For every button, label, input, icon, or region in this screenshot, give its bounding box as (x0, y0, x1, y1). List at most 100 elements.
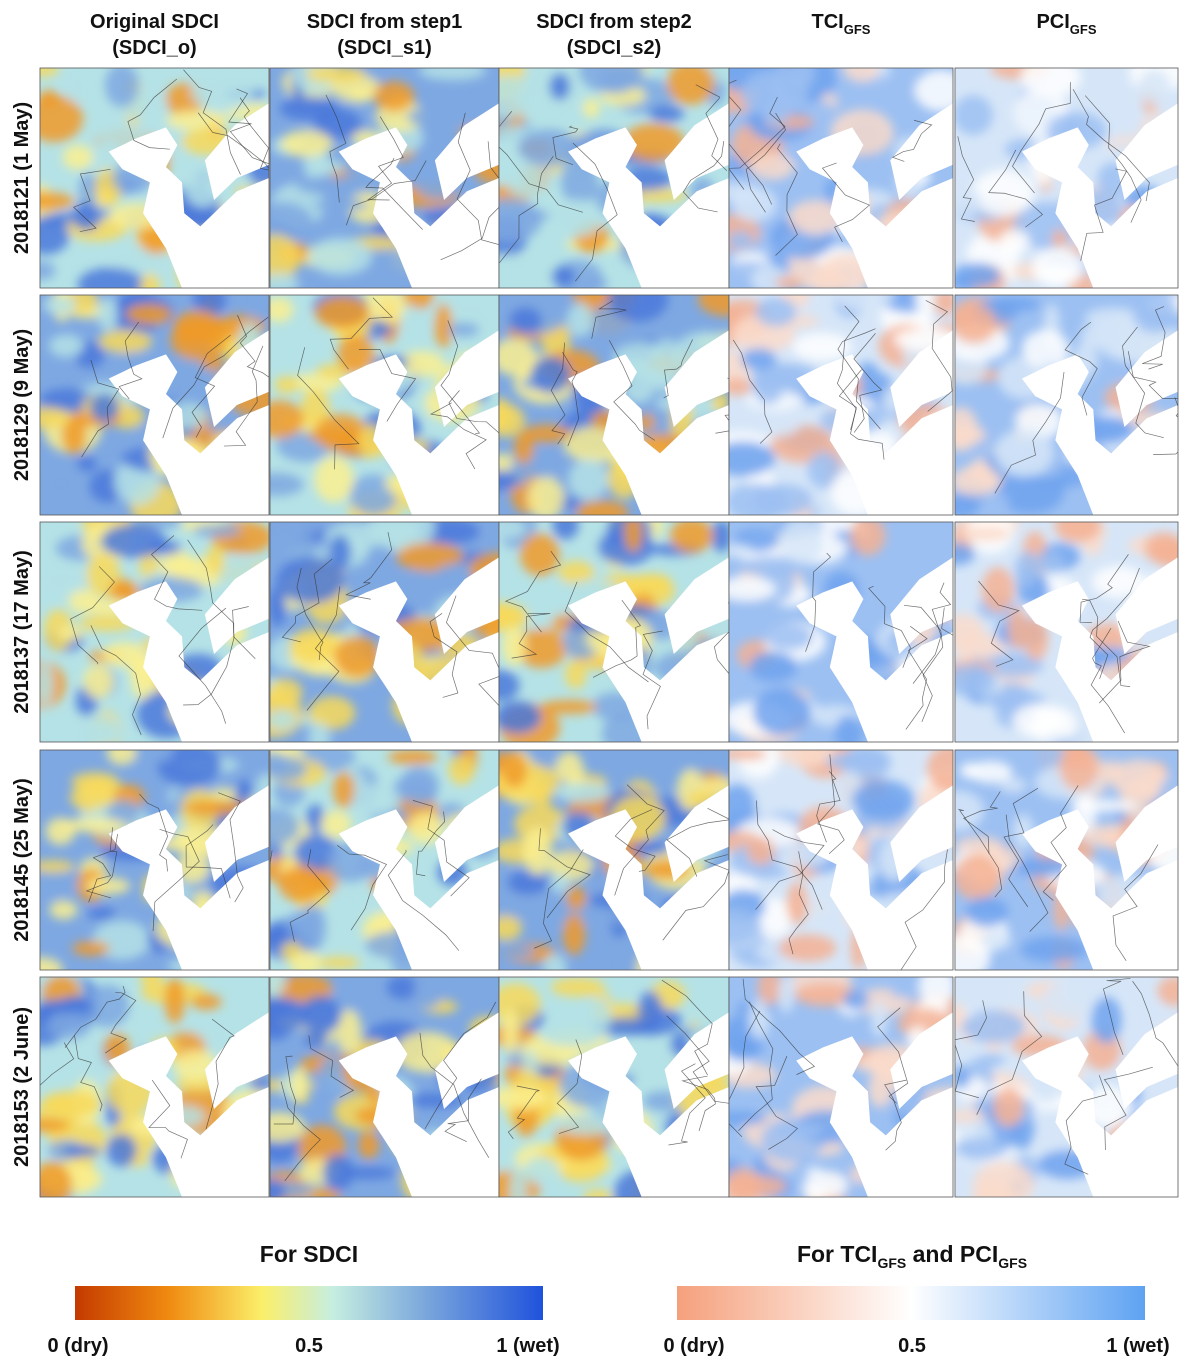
map-blob (206, 545, 225, 574)
map-field (247, 963, 518, 1208)
column-title: TCI (812, 11, 844, 33)
map-panel (473, 741, 755, 988)
map-panel (245, 504, 526, 759)
map-blob (670, 518, 713, 553)
map-blob (850, 515, 886, 555)
map-blob (981, 931, 1012, 950)
map-blob (1132, 290, 1177, 334)
map-blob (1008, 607, 1028, 649)
map-blob (408, 108, 438, 125)
map-blob (105, 64, 139, 108)
colorbar-label: 0.5 (295, 1335, 323, 1357)
map-field (939, 290, 1192, 530)
map-blob (267, 710, 297, 729)
map-blob (333, 772, 355, 808)
map-blob (101, 524, 167, 558)
map-blob (1157, 977, 1192, 1006)
map-blob (549, 73, 570, 100)
map-panel (247, 963, 518, 1208)
map-blob (297, 176, 353, 195)
map-blob (268, 678, 303, 706)
map-blob (1013, 704, 1064, 736)
row-label: 2018121 (1 May) (11, 102, 33, 254)
map-blob (509, 307, 542, 334)
map-blob (315, 296, 370, 329)
map-blob (747, 837, 775, 865)
map-blob (953, 95, 992, 135)
map-blob (547, 199, 602, 237)
column-title: SDCI from step2 (536, 11, 692, 33)
map-panel (244, 735, 515, 978)
map-blob (966, 897, 1008, 927)
map-blob (72, 941, 110, 956)
map-blob (167, 110, 229, 130)
map-blob (778, 974, 794, 1013)
map-blob (755, 298, 796, 327)
map-blob (749, 651, 797, 681)
colorbar (75, 1286, 543, 1320)
map-blob (753, 688, 811, 735)
map-blob (306, 66, 366, 82)
map-blob (934, 288, 958, 315)
map-blob (46, 1090, 100, 1117)
map-blob (891, 986, 918, 998)
map-blob (329, 535, 352, 571)
map-blob (533, 782, 551, 809)
column-subscript: GFS (1070, 22, 1097, 37)
map-field (245, 504, 526, 759)
map-blob (749, 154, 795, 180)
map-blob (765, 623, 813, 650)
map-panel (710, 512, 986, 754)
map-blob (973, 170, 1034, 216)
map-blob (374, 81, 415, 111)
colorbar (677, 1286, 1145, 1320)
column-header: Original SDCI (90, 11, 219, 33)
column-title: Original SDCI (90, 11, 219, 33)
map-blob (502, 751, 528, 788)
map-blob (527, 476, 564, 520)
column-subtitle: (SDCI_s2) (567, 37, 661, 59)
map-blob (106, 1134, 136, 1167)
map-blob (32, 1161, 72, 1206)
map-field (0, 965, 288, 1206)
map-panel (939, 290, 1192, 530)
map-blob (20, 733, 72, 751)
map-blob (494, 701, 541, 733)
map-blob (323, 1154, 354, 1191)
map-panel (18, 740, 289, 982)
map-panel (707, 962, 980, 1213)
map-panel (942, 977, 1192, 1212)
map-blob (507, 870, 549, 894)
map-blob (77, 455, 97, 471)
map-blob (64, 68, 94, 103)
colorbar-label: 0 (dry) (663, 1335, 724, 1357)
map-blob (919, 965, 955, 1008)
map-blob (775, 1123, 823, 1139)
map-blob (35, 661, 54, 706)
column-subtitle: (SDCI_s1) (337, 37, 431, 59)
map-blob (792, 333, 851, 361)
map-blob (741, 348, 777, 370)
map-blob (953, 263, 1001, 287)
map-blob (779, 517, 824, 563)
map-blob (49, 334, 84, 357)
map-blob (1022, 739, 1066, 769)
map-blob (1129, 997, 1160, 1015)
row-label: 2018153 (2 June) (11, 1007, 33, 1167)
column-header: TCIGFS (812, 11, 871, 37)
map-blob (68, 590, 100, 614)
map-field (475, 49, 750, 299)
map-blob (1091, 997, 1122, 1044)
map-blob (57, 627, 85, 640)
map-blob (814, 101, 836, 119)
row-label: 2018145 (25 May) (11, 778, 33, 941)
map-blob (550, 874, 570, 893)
map-blob (753, 371, 783, 405)
map-blob (563, 914, 586, 956)
map-blob (568, 459, 608, 500)
map-blob (62, 1145, 101, 1157)
map-field (482, 276, 756, 525)
map-field (247, 53, 525, 297)
map-panel (482, 276, 756, 525)
figure: Original SDCI(SDCI_o)SDCI from step1(SDC… (0, 0, 1192, 1362)
